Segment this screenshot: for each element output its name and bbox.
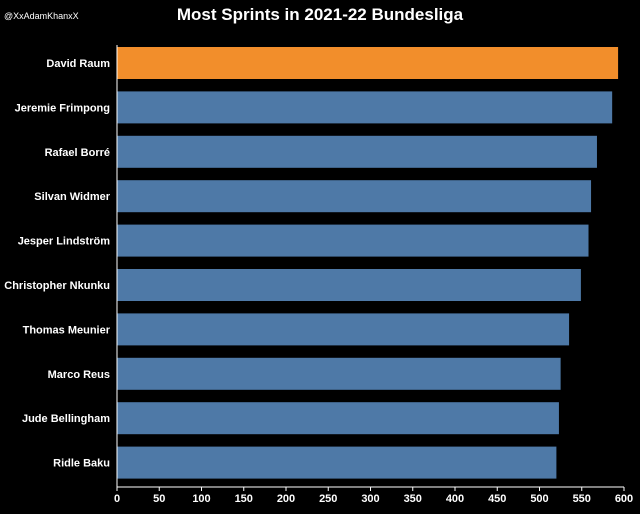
category-label-4: Silvan Widmer: [34, 191, 110, 203]
x-tick-label-7: 350: [404, 493, 422, 505]
bar-6: [117, 269, 581, 301]
bar-9: [117, 402, 559, 435]
category-label-10: Ridle Baku: [53, 458, 110, 470]
bar-2: [117, 91, 613, 124]
x-tick-label-3: 150: [235, 493, 253, 505]
x-tick-label-6: 300: [361, 493, 379, 505]
x-tick-label-8: 400: [446, 493, 464, 505]
category-label-8: Marco Reus: [48, 369, 110, 381]
x-tick-label-12: 600: [615, 493, 633, 505]
category-labels: David Raum Jeremie Frimpong Rafael Borré Si…: [4, 58, 110, 470]
x-tick-label-11: 550: [573, 493, 591, 505]
category-label-3: Rafael Borré: [45, 147, 110, 159]
category-label-6: Christopher Nkunku: [4, 280, 110, 292]
x-tick-label-5: 250: [319, 493, 337, 505]
x-tick-label-0: 0: [114, 493, 120, 505]
watermark: @XxAdamKhanxX: [4, 11, 79, 21]
category-label-9: Jude Bellingham: [22, 413, 110, 425]
category-label-1: David Raum: [46, 58, 110, 70]
bar-3: [117, 135, 597, 168]
bar-8: [117, 357, 561, 390]
bar-1: [117, 47, 619, 79]
x-tick-label-4: 200: [277, 493, 295, 505]
x-tick-label-2: 100: [192, 493, 210, 505]
x-tick-label-1: 50: [153, 493, 165, 505]
bar-5: [117, 224, 589, 257]
category-label-2: Jeremie Frimpong: [15, 102, 110, 114]
chart-title: Most Sprints in 2021-22 Bundesliga: [177, 5, 464, 24]
x-tick-label-9: 450: [488, 493, 506, 505]
x-axis: 0 50 100 150 200 250 300 350 400 450 500 550 600: [114, 486, 633, 505]
category-label-7: Thomas Meunier: [23, 324, 111, 336]
bar-series: [117, 47, 619, 479]
bar-4: [117, 180, 592, 213]
category-label-5: Jesper Lindström: [18, 236, 111, 248]
bar-10: [117, 446, 557, 479]
x-tick-label-10: 500: [530, 493, 548, 505]
bar-7: [117, 313, 570, 346]
